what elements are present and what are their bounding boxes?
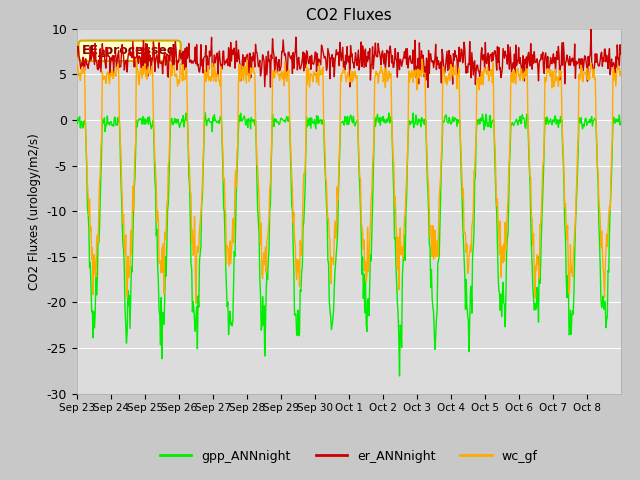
Title: CO2 Fluxes: CO2 Fluxes bbox=[306, 9, 392, 24]
Y-axis label: CO2 Fluxes (urology/m2/s): CO2 Fluxes (urology/m2/s) bbox=[28, 133, 41, 289]
Text: EE_processed: EE_processed bbox=[82, 44, 177, 57]
Legend: gpp_ANNnight, er_ANNnight, wc_gf: gpp_ANNnight, er_ANNnight, wc_gf bbox=[155, 444, 543, 468]
